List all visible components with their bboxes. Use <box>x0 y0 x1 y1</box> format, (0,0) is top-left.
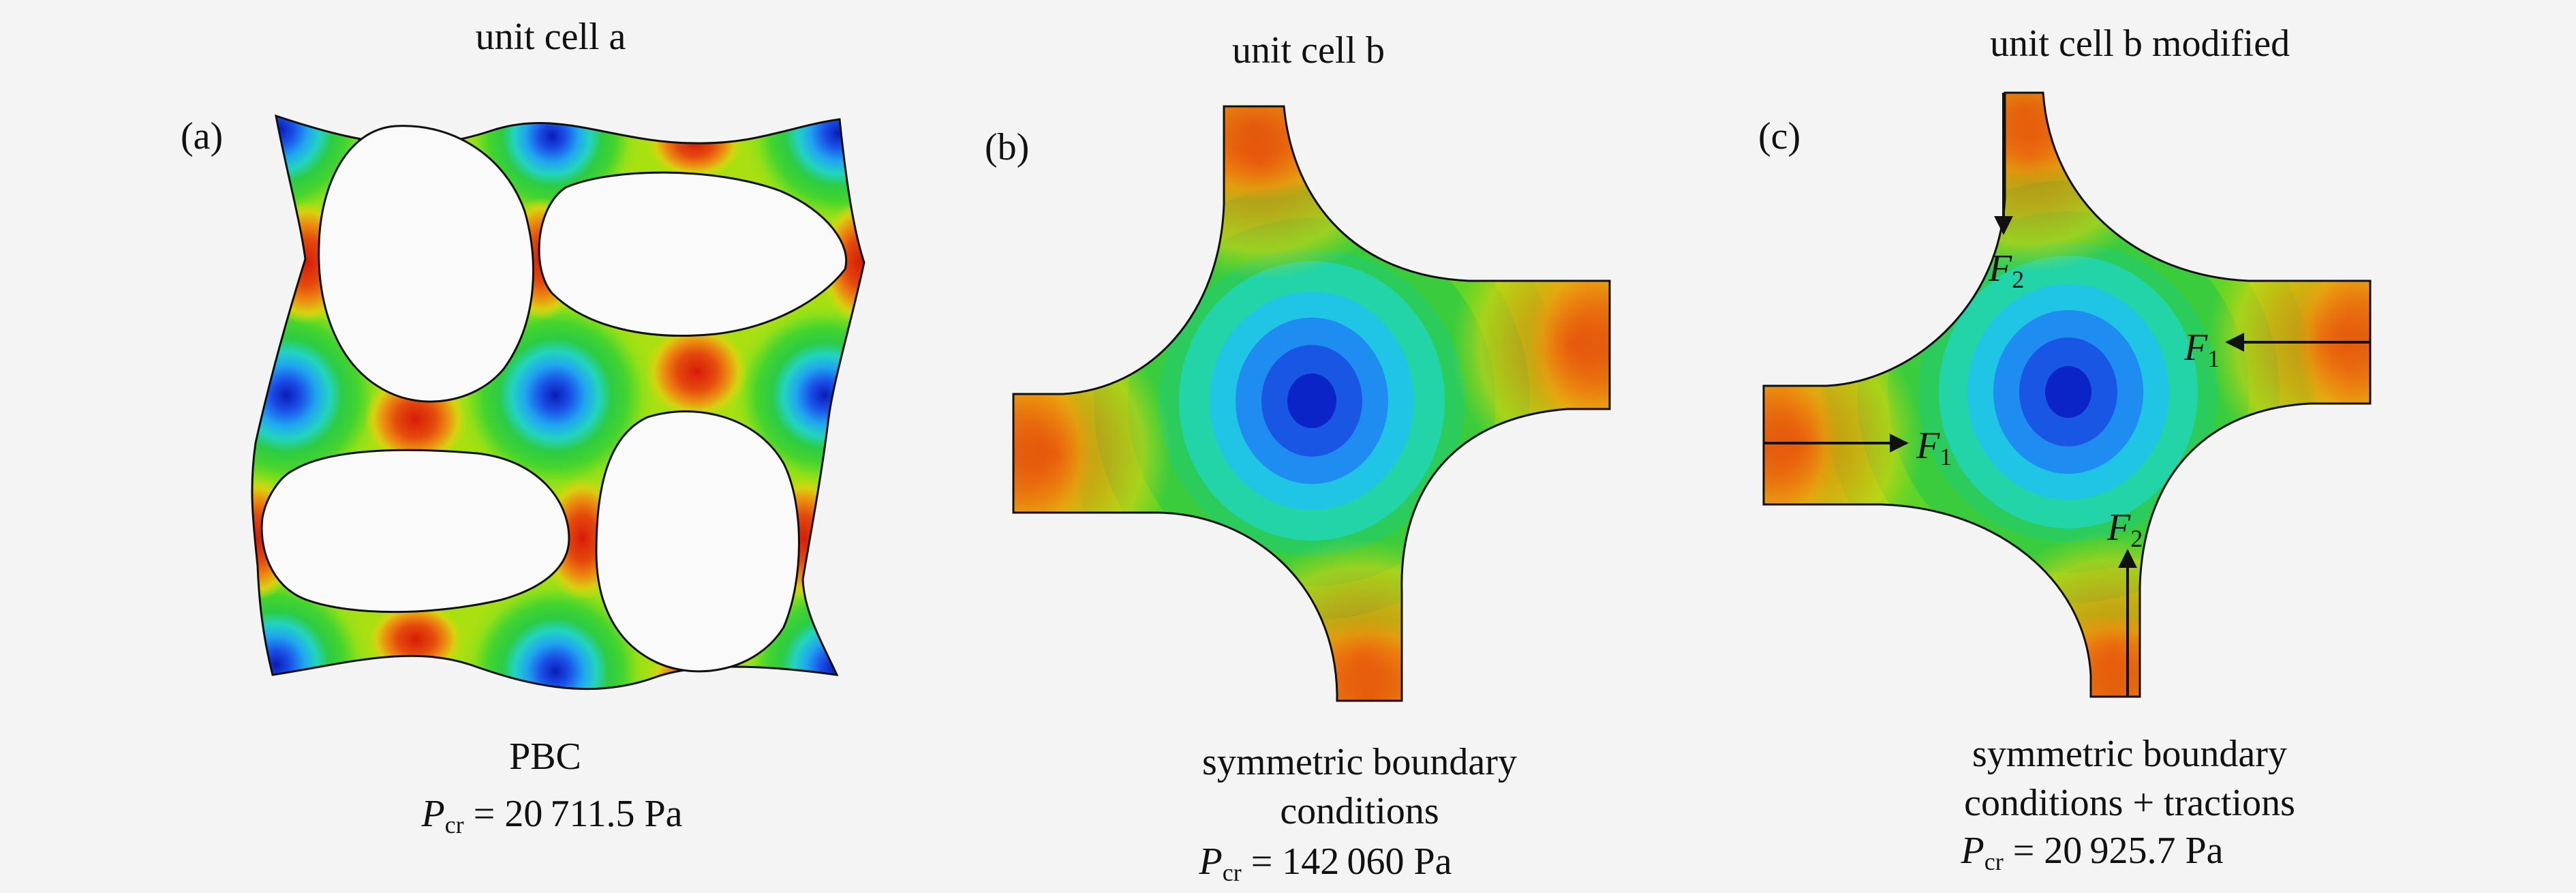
panel-b-pcr-symbol: P <box>1199 841 1223 883</box>
force-label-f2-bottom: F2 <box>2106 506 2143 552</box>
panel-a-holes <box>260 125 848 673</box>
traction-arrows <box>1764 93 2370 697</box>
force-label-f1-left: F1 <box>1916 425 1952 470</box>
panel-b-caption-line-1: symmetric boundary <box>1202 741 1517 783</box>
panel-b-pcr: Pcr = 142 060 Pa <box>1199 841 1452 886</box>
panel-a-pcr: Pcr = 20 711.5 Pa <box>421 793 683 838</box>
panel-c-title: unit cell b modified <box>1990 22 2290 65</box>
panel-c-caption-line-2: conditions + tractions <box>1964 782 2295 824</box>
panel-c-outline <box>1762 91 2372 698</box>
panel-b-title: unit cell b <box>1232 29 1385 72</box>
panel-c-pcr-value: 20 925.7 Pa <box>2044 830 2223 872</box>
panel-b-contour-field <box>1013 106 1610 701</box>
panel-c-caption-line-1: symmetric boundary <box>1972 733 2287 775</box>
panel-c-pcr-symbol: P <box>1961 830 1984 872</box>
panel-b-pcr-subscript: cr <box>1223 859 1242 886</box>
panel-b-caption-line-2: conditions <box>1280 790 1439 832</box>
panel-a-caption-line-1: PBC <box>509 736 581 778</box>
panel-b-outline <box>1012 105 1611 702</box>
panel-a: unit cell a (a) <box>181 16 865 838</box>
panel-a-pcr-symbol: P <box>421 793 445 835</box>
panel-b: unit cell b (b) symmetric boundary <box>985 29 1611 886</box>
panel-c-label: (c) <box>1758 115 1800 157</box>
panel-a-pcr-subscript: cr <box>445 811 464 838</box>
force-label-f2-top: F2 <box>1988 247 2024 293</box>
panel-a-label: (a) <box>181 115 223 157</box>
panel-a-title: unit cell a <box>476 16 626 58</box>
panel-a-outline <box>251 114 865 691</box>
force-label-f1-right: F1 <box>2183 327 2220 372</box>
panel-a-pcr-value: 20 711.5 Pa <box>504 793 682 835</box>
panel-c-pcr-subscript: cr <box>1984 848 2004 875</box>
panel-c: unit cell b modified (c) <box>1758 22 2372 875</box>
panel-b-pcr-value: 142 060 Pa <box>1282 841 1452 883</box>
panel-c-pcr: Pcr = 20 925.7 Pa <box>1961 830 2224 875</box>
panel-a-contour-field <box>251 116 864 689</box>
panel-c-contour-field <box>1764 93 2370 697</box>
panel-b-label: (b) <box>985 126 1029 168</box>
